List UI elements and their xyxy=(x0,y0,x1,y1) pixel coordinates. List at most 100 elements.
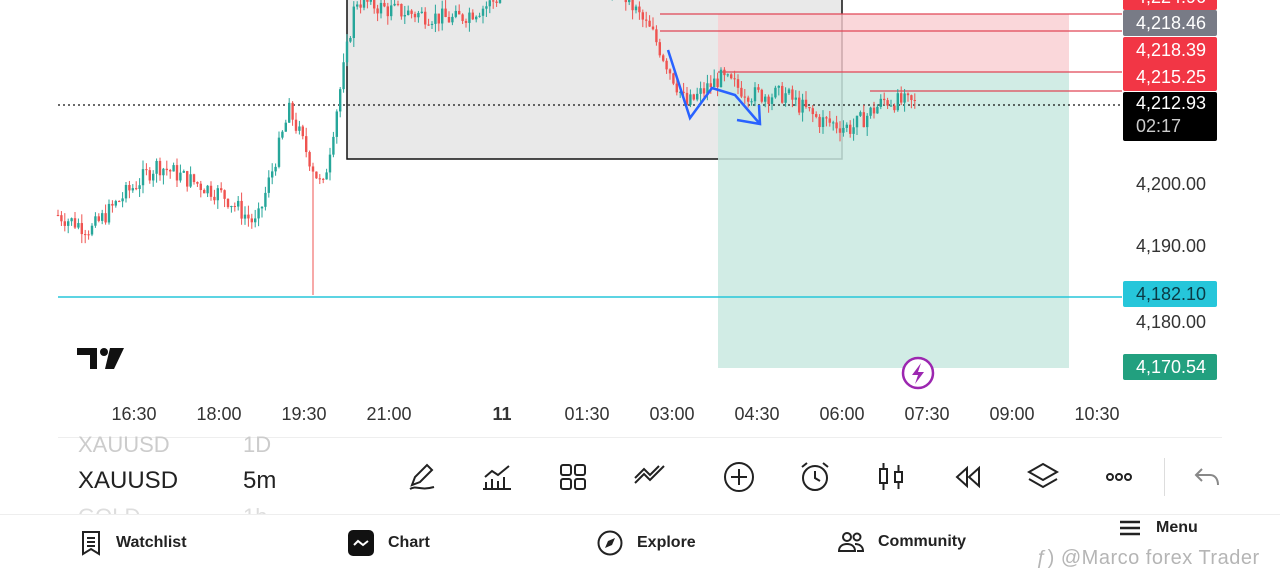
nav-explore[interactable]: Explore xyxy=(597,530,696,556)
candle xyxy=(121,198,124,202)
candle xyxy=(804,99,808,108)
candle xyxy=(730,74,733,79)
lightning-icon[interactable] xyxy=(901,356,935,390)
candle xyxy=(318,178,321,180)
candle xyxy=(393,3,396,6)
candle xyxy=(879,98,882,107)
candle xyxy=(186,171,189,187)
symbol-picker[interactable]: XAUUSD 1D XAUUSD 5m GOLD 1h xyxy=(78,432,308,514)
layouts-icon[interactable] xyxy=(554,458,592,496)
candle xyxy=(369,0,372,2)
candle xyxy=(298,126,301,131)
more-icon[interactable] xyxy=(1100,458,1138,496)
candle xyxy=(821,117,825,128)
nav-menu[interactable]: Menu xyxy=(1118,518,1198,538)
alert-icon[interactable] xyxy=(796,458,834,496)
candle xyxy=(893,105,896,111)
candle xyxy=(852,127,855,134)
candle xyxy=(447,16,451,23)
candle xyxy=(815,114,818,117)
add-icon[interactable] xyxy=(720,458,758,496)
candle xyxy=(67,221,70,226)
candle xyxy=(437,13,440,24)
candle xyxy=(716,78,719,88)
candle xyxy=(876,106,879,114)
time-tick: 18:00 xyxy=(196,404,242,424)
compass-icon xyxy=(597,530,623,556)
nav-community[interactable]: Community xyxy=(838,530,966,554)
candle xyxy=(155,160,158,174)
candle xyxy=(798,97,801,113)
undo-icon[interactable] xyxy=(1189,458,1227,496)
chart-icon xyxy=(348,530,374,556)
candle xyxy=(73,218,77,228)
candle xyxy=(689,94,692,105)
facebook-icon: ƒ) xyxy=(1036,547,1055,569)
candle xyxy=(634,6,638,11)
candle xyxy=(335,111,338,137)
replay-icon[interactable] xyxy=(948,458,986,496)
candle xyxy=(498,0,502,3)
candle xyxy=(172,165,175,172)
candles-icon[interactable] xyxy=(872,458,910,496)
candle xyxy=(791,89,794,100)
candle xyxy=(747,97,750,102)
prev-interval[interactable]: 1D xyxy=(243,432,272,457)
layers-icon[interactable] xyxy=(1024,458,1062,496)
candle xyxy=(267,177,270,193)
nav-label: Menu xyxy=(1156,519,1198,536)
candle xyxy=(56,215,60,216)
candle xyxy=(427,24,430,26)
candle xyxy=(196,182,199,184)
candle xyxy=(328,154,332,173)
candle xyxy=(910,95,913,101)
candle xyxy=(301,126,304,137)
candle xyxy=(386,6,389,17)
price-label: 4,224.96 xyxy=(1123,0,1217,10)
short-position-stop-zone[interactable] xyxy=(718,14,1069,72)
candle xyxy=(709,83,712,88)
symbol[interactable]: XAUUSD xyxy=(78,467,179,494)
watermark: ƒ) @Marco forex Trader xyxy=(1036,547,1260,569)
time-tick: 19:30 xyxy=(281,404,327,424)
candle xyxy=(356,4,359,7)
candle xyxy=(138,185,141,189)
interval[interactable]: 5m xyxy=(243,467,277,494)
next-interval[interactable]: 1h xyxy=(243,504,267,514)
nav-chart[interactable]: Chart xyxy=(348,530,430,556)
candle xyxy=(638,6,641,13)
candle xyxy=(366,0,369,2)
chart-canvas[interactable] xyxy=(0,0,1280,400)
drawings-icon[interactable] xyxy=(631,458,669,496)
candle xyxy=(237,200,240,207)
candle xyxy=(672,73,675,84)
prev-symbol[interactable]: XAUUSD xyxy=(78,432,170,457)
candle xyxy=(492,0,495,2)
candle xyxy=(658,42,661,56)
candle xyxy=(352,6,355,39)
candle xyxy=(458,10,461,15)
candle xyxy=(199,183,202,191)
candle xyxy=(254,218,257,223)
candle xyxy=(794,97,797,100)
path-drawing[interactable] xyxy=(666,49,761,125)
candle xyxy=(886,100,889,106)
next-symbol[interactable]: GOLD xyxy=(78,504,140,514)
candle xyxy=(162,168,165,176)
short-position-target-zone[interactable] xyxy=(718,72,1069,368)
candle xyxy=(430,23,434,25)
candle xyxy=(478,15,481,17)
pen-icon[interactable] xyxy=(403,458,441,496)
candle xyxy=(145,169,148,171)
nav-watchlist[interactable]: Watchlist xyxy=(80,530,187,556)
indicators-icon[interactable] xyxy=(478,458,516,496)
candle xyxy=(240,200,243,219)
candle xyxy=(284,122,287,132)
time-tick: 10:30 xyxy=(1074,404,1120,424)
candle xyxy=(682,91,685,93)
candle xyxy=(417,12,420,18)
candle xyxy=(475,16,478,20)
candle xyxy=(777,85,780,88)
candle xyxy=(230,206,233,208)
candle xyxy=(485,6,488,9)
